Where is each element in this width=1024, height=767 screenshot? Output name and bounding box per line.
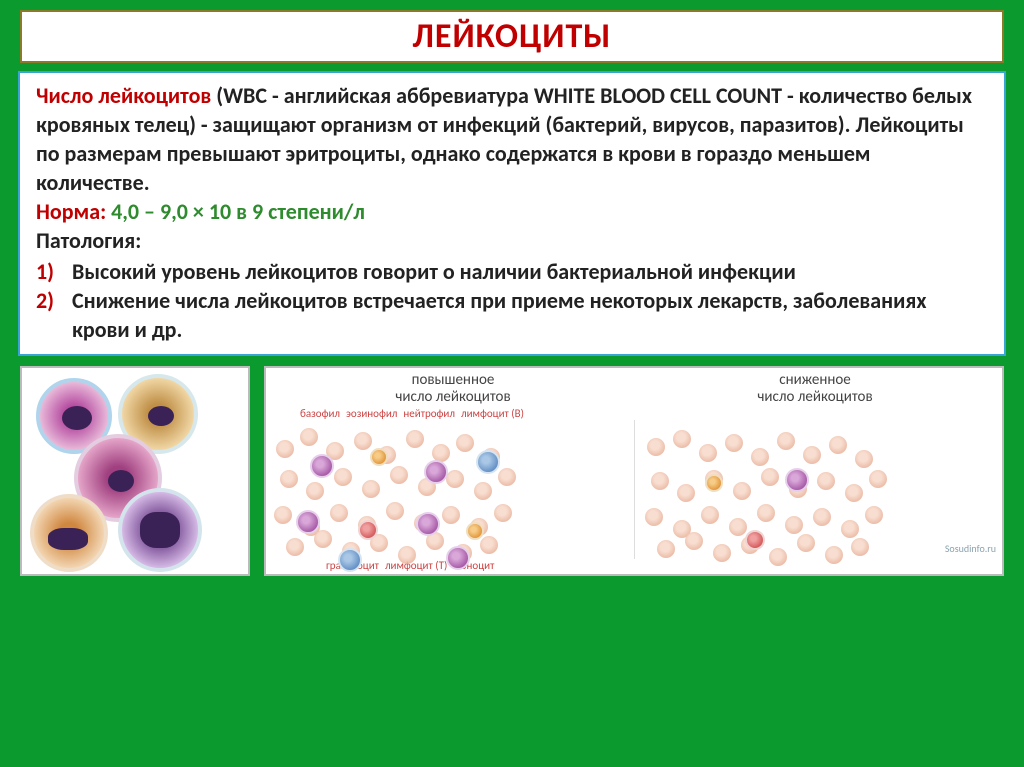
smear-header-high: повышенноечисло лейкоцитов bbox=[272, 372, 634, 405]
content-box: Число лейкоцитов (WBC - английская аббре… bbox=[18, 71, 1006, 356]
rbc-icon bbox=[751, 448, 769, 466]
rbc-icon bbox=[442, 506, 460, 524]
title-box: ЛЕЙКОЦИТЫ bbox=[20, 10, 1004, 63]
rbc-icon bbox=[456, 434, 474, 452]
wbc-icon bbox=[476, 450, 500, 474]
rbc-icon bbox=[777, 432, 795, 450]
rbc-icon bbox=[677, 484, 695, 502]
rbc-icon bbox=[725, 434, 743, 452]
rbc-icon bbox=[769, 548, 787, 566]
smear-top-labels: базофил эозинофил нейтрофил лимфоцит (В) bbox=[266, 405, 1002, 420]
rbc-icon bbox=[729, 518, 747, 536]
rbc-icon bbox=[390, 466, 408, 484]
blood-smear-comparison: повышенноечисло лейкоцитов сниженноечисл… bbox=[264, 366, 1004, 576]
rbc-icon bbox=[813, 508, 831, 526]
list-item-text: Высокий уровень лейкоцитов говорит о нал… bbox=[72, 257, 988, 286]
smear-high bbox=[266, 420, 634, 559]
rbc-icon bbox=[657, 540, 675, 558]
smear-body: Sosudinfo.ru bbox=[266, 420, 1002, 559]
list-item: 2) Снижение числа лейкоцитов встречается… bbox=[36, 286, 988, 344]
rbc-icon bbox=[869, 470, 887, 488]
wbc-icon bbox=[424, 460, 448, 484]
rbc-icon bbox=[306, 482, 324, 500]
rbc-icon bbox=[701, 506, 719, 524]
wbc-icon bbox=[310, 454, 334, 478]
list-item-text: Снижение числа лейкоцитов встречается пр… bbox=[72, 286, 988, 344]
rbc-icon bbox=[330, 504, 348, 522]
rbc-icon bbox=[713, 544, 731, 562]
watermark: Sosudinfo.ru bbox=[945, 542, 996, 555]
rbc-icon bbox=[851, 538, 869, 556]
rbc-icon bbox=[314, 530, 332, 548]
rbc-icon bbox=[817, 472, 835, 490]
rbc-icon bbox=[480, 536, 498, 554]
rbc-icon bbox=[300, 428, 318, 446]
list-item: 1) Высокий уровень лейкоцитов говорит о … bbox=[36, 257, 988, 286]
rbc-icon bbox=[474, 482, 492, 500]
rbc-icon bbox=[386, 502, 404, 520]
rbc-icon bbox=[362, 480, 380, 498]
rbc-icon bbox=[825, 546, 843, 564]
intro-paragraph: Число лейкоцитов (WBC - английская аббре… bbox=[36, 81, 988, 197]
rbc-icon bbox=[865, 506, 883, 524]
rbc-icon bbox=[498, 468, 516, 486]
rbc-icon bbox=[757, 504, 775, 522]
smear-header-low: сниженноечисло лейкоцитов bbox=[634, 372, 996, 405]
rbc-icon bbox=[274, 506, 292, 524]
leukocyte-types-illustration bbox=[20, 366, 250, 576]
rbc-icon bbox=[645, 508, 663, 526]
wbc-icon bbox=[466, 522, 484, 540]
pathology-list: 1) Высокий уровень лейкоцитов говорит о … bbox=[36, 257, 988, 344]
cell-icon bbox=[30, 494, 108, 572]
rbc-icon bbox=[354, 432, 372, 450]
list-number: 2) bbox=[36, 286, 72, 344]
rbc-icon bbox=[673, 430, 691, 448]
intro-lead: Число лейкоцитов bbox=[36, 82, 211, 109]
rbc-icon bbox=[733, 482, 751, 500]
rbc-icon bbox=[855, 450, 873, 468]
rbc-icon bbox=[761, 468, 779, 486]
rbc-icon bbox=[280, 470, 298, 488]
smear-low bbox=[634, 420, 1003, 559]
rbc-icon bbox=[841, 520, 859, 538]
images-row: повышенноечисло лейкоцитов сниженноечисл… bbox=[20, 366, 1004, 576]
rbc-icon bbox=[785, 516, 803, 534]
smear-headers: повышенноечисло лейкоцитов сниженноечисл… bbox=[266, 368, 1002, 405]
rbc-icon bbox=[803, 446, 821, 464]
rbc-icon bbox=[845, 484, 863, 502]
list-number: 1) bbox=[36, 257, 72, 286]
rbc-icon bbox=[647, 438, 665, 456]
rbc-icon bbox=[276, 440, 294, 458]
rbc-icon bbox=[699, 444, 717, 462]
cell-icon bbox=[118, 488, 202, 572]
pathology-label: Патология: bbox=[36, 226, 988, 255]
norm-value: 4,0 – 9,0 × 10 в 9 степени/л bbox=[111, 198, 365, 225]
norm-line: Норма: 4,0 – 9,0 × 10 в 9 степени/л bbox=[36, 197, 988, 226]
wbc-icon bbox=[785, 468, 809, 492]
rbc-icon bbox=[829, 436, 847, 454]
rbc-icon bbox=[334, 468, 352, 486]
wbc-icon bbox=[745, 530, 765, 550]
wbc-icon bbox=[705, 474, 723, 492]
smear-bottom-labels: гранулоцит лимфоцит (Т) моноцит bbox=[266, 559, 1002, 574]
rbc-icon bbox=[797, 534, 815, 552]
rbc-icon bbox=[286, 538, 304, 556]
page-title: ЛЕЙКОЦИТЫ bbox=[32, 16, 992, 57]
rbc-icon bbox=[446, 470, 464, 488]
norm-label: Норма: bbox=[36, 198, 111, 225]
rbc-icon bbox=[685, 532, 703, 550]
rbc-icon bbox=[406, 430, 424, 448]
rbc-icon bbox=[494, 504, 512, 522]
rbc-icon bbox=[651, 472, 669, 490]
